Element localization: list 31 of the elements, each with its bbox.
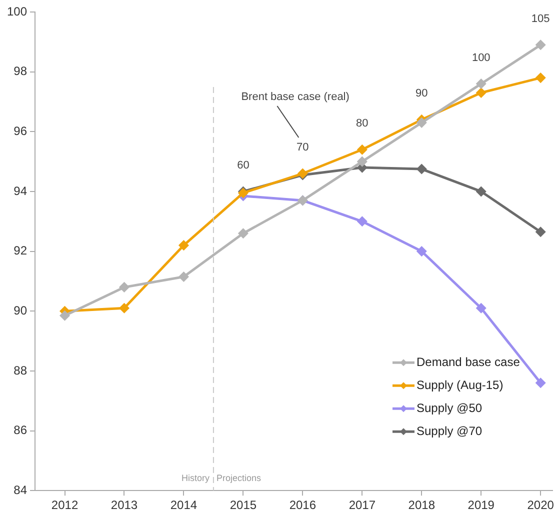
y-tick-label: 84 [14,482,28,497]
annotation: Projections [216,473,262,484]
annotation: History [181,473,210,484]
x-tick-label: 2017 [348,498,376,512]
annotation: Brent base case (real) [241,91,350,104]
y-tick-label: 90 [14,303,28,318]
annotation: 60 [237,160,250,172]
y-tick-label: 94 [14,184,28,198]
annotation: 80 [356,118,368,130]
x-tick-label: 2018 [408,498,436,512]
y-tick-label: 88 [14,363,28,378]
x-tick-label: 2015 [230,498,257,512]
x-tick-label: 2020 [527,498,554,512]
legend-label: Demand base case [416,354,520,369]
annotation: 90 [416,88,428,100]
legend-label: Supply @70 [416,424,482,438]
x-tick-label: 2012 [51,498,78,512]
annotation: 70 [296,142,309,154]
y-tick-label: 98 [14,64,28,78]
legend-label: Supply (Aug-15) [416,378,504,392]
legend-label: Supply @50 [416,400,482,415]
y-tick-label: 92 [14,244,28,258]
y-tick-label: 100 [6,4,28,18]
x-tick-label: 2016 [289,498,316,512]
x-tick-label: 2019 [468,498,495,512]
y-tick-label: 86 [14,423,28,438]
x-tick-label: 2014 [170,498,198,512]
x-tick-label: 2013 [110,498,138,512]
y-tick-label: 96 [14,124,28,138]
annotation: 100 [472,52,490,64]
annotation: 105 [531,12,550,25]
